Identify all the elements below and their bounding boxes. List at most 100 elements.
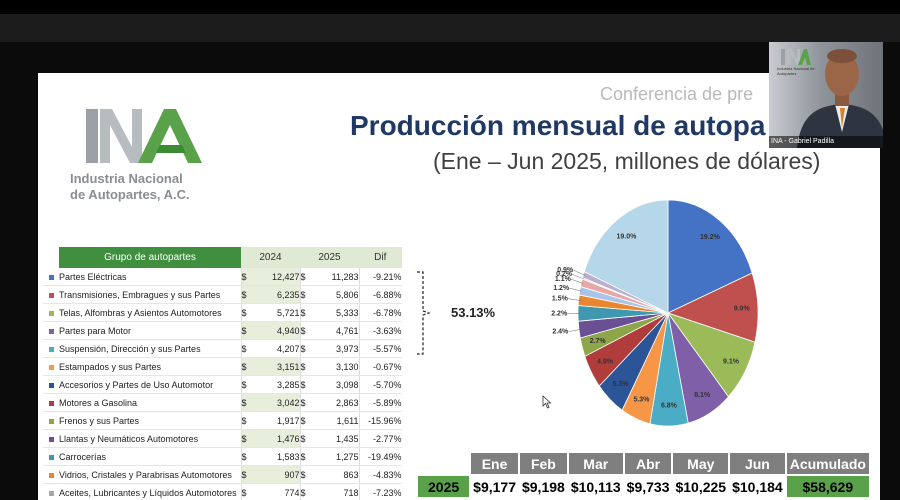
row-group-name: Transmisiones, Embragues y sus Partes — [59, 285, 241, 304]
pie-label-3: 8.1% — [694, 392, 711, 399]
row-group-name: Telas, Alfombras y Asientos Automotores — [59, 303, 241, 322]
month-value-5: $10,184 — [730, 476, 785, 497]
bullet-square-icon — [48, 436, 54, 442]
row-currency-2025: $ — [299, 357, 315, 376]
pie-label-4: 6.8% — [661, 403, 678, 410]
conference-label: Conferencia de pre — [600, 84, 754, 104]
row-value-2024: 6,235 — [255, 285, 300, 304]
row-group-name: Partes para Motor — [59, 321, 241, 340]
row-bullet — [43, 393, 59, 412]
row-value-2024: 12,427 — [255, 268, 300, 286]
table-row: Partes Eléctricas $12,427 $11,283 -9.21% — [43, 268, 402, 286]
row-currency-2024: $ — [240, 465, 256, 484]
pie-label-14: 0.2% — [556, 271, 573, 278]
row-currency-2025: $ — [299, 321, 315, 340]
row-currency-2025: $ — [299, 429, 315, 448]
months-header-row: Ene Feb Mar Abr May Jun Acumulado — [418, 453, 869, 474]
row-bullet — [43, 411, 59, 430]
row-value-2025: 3,130 — [314, 357, 359, 376]
row-bullet — [43, 321, 59, 340]
window-top-bar — [0, 0, 900, 14]
pie-leader-line-9 — [568, 329, 581, 332]
pie-label-13: 1.1% — [555, 276, 572, 283]
webcam-logo-icon — [781, 49, 811, 65]
table-row: Aceites, Lubricantes y Líquidos Automoto… — [43, 483, 402, 500]
pie-label-6: 5.3% — [612, 381, 629, 388]
bullet-header — [43, 247, 59, 268]
row-dif: -5.89% — [358, 393, 402, 412]
table-row: Frenos y sus Partes $1,917 $1,611 -15.96% — [43, 411, 402, 430]
month-header-2: Mar — [568, 453, 623, 474]
row-value-2024: 1,583 — [255, 447, 300, 466]
logo-line-2: de Autopartes, A.C. — [70, 187, 190, 202]
row-value-2025: 5,333 — [314, 303, 359, 322]
pie-slice-16 — [583, 199, 669, 314]
bullet-square-icon — [48, 274, 54, 280]
row-bullet — [43, 303, 59, 322]
monthly-production-table: Ene Feb Mar Abr May Jun Acumulado 2025 $9,177 $… — [416, 451, 871, 499]
group-header: Grupo de autopartes — [59, 247, 241, 268]
row-dif: -6.88% — [358, 285, 402, 304]
bullet-square-icon — [48, 292, 54, 298]
month-value-2: $10,113 — [568, 476, 623, 497]
row-dif: -4.83% — [358, 465, 402, 484]
bullet-square-icon — [48, 382, 54, 388]
row-bullet — [43, 357, 59, 376]
months-values-row: 2025 $9,177 $9,198 $10,113 $9,733 $10,225 $10… — [418, 476, 869, 497]
row-currency-2025: $ — [299, 303, 315, 322]
autoparts-group-table: Grupo de autopartes 2024 2025 Dif Partes… — [43, 247, 402, 500]
dif-header: Dif — [359, 247, 402, 268]
row-currency-2025: $ — [299, 285, 315, 304]
window-header-band — [0, 14, 900, 42]
pie-label-1: 9.9% — [734, 305, 751, 312]
row-dif: -5.57% — [358, 339, 402, 358]
logo-line-1: Industria Nacional — [70, 171, 183, 186]
row-currency-2024: $ — [240, 357, 256, 376]
row-dif: -15.96% — [358, 411, 402, 430]
pie-label-12: 1.2% — [553, 285, 570, 292]
row-currency-2024: $ — [240, 321, 256, 340]
webcam-logo-text: Industria Nacional de Autopartes — [777, 66, 815, 76]
year-2024-header: 2024 — [241, 247, 300, 268]
pie-chart: 19.2% 9.9% 9.1% 8.1% 6.8% 5.3% 5.3% 4.9% 2.7% 2.4… — [551, 199, 759, 427]
row-value-2025: 1,275 — [314, 447, 359, 466]
bullet-square-icon — [48, 310, 54, 316]
bracket-percent: 53.13% — [451, 305, 496, 320]
row-value-2025: 11,283 — [314, 268, 359, 286]
table-row: Carrocerías $1,583 $1,275 -19.49% — [43, 447, 402, 466]
presentation-slide: Industria Nacional de Autopartes, A.C. C… — [38, 73, 880, 500]
row-currency-2024: $ — [240, 393, 256, 412]
row-dif: -2.77% — [358, 429, 402, 448]
year-2025-header: 2025 — [300, 247, 359, 268]
webcam-name-tag: INA - Gabriel Padilla — [769, 136, 883, 148]
row-bullet — [43, 375, 59, 394]
row-group-name: Estampados y sus Partes — [59, 357, 241, 376]
row-currency-2024: $ — [240, 268, 256, 286]
row-value-2025: 4,761 — [314, 321, 359, 340]
row-bullet — [43, 483, 59, 500]
pie-label-0: 19.2% — [700, 234, 721, 241]
bullet-square-icon — [48, 418, 54, 424]
row-group-name: Llantas y Neumáticos Automotores — [59, 429, 241, 448]
row-bullet — [43, 268, 59, 286]
bullet-square-icon — [48, 346, 54, 352]
pie-leader-line-11 — [567, 298, 581, 301]
row-group-name: Aceites, Lubricantes y Líquidos Automoto… — [59, 483, 241, 500]
table-row: Telas, Alfombras y Asientos Automotores $… — [43, 303, 402, 322]
row-currency-2024: $ — [240, 429, 256, 448]
pie-leader-line-13 — [570, 278, 584, 284]
row-dif: -19.49% — [358, 447, 402, 466]
month-header-1: Feb — [519, 453, 567, 474]
table-row: Suspensión, Dirección y sus Partes $4,207… — [43, 339, 402, 358]
row-currency-2024: $ — [240, 375, 256, 394]
pie-leader-line-15 — [573, 269, 586, 276]
month-value-6: $58,629 — [786, 476, 869, 497]
pie-label-8: 2.7% — [590, 338, 607, 345]
table-body: Partes Eléctricas $12,427 $11,283 -9.21% Tra… — [43, 268, 402, 500]
row-value-2025: 5,806 — [314, 285, 359, 304]
slide-subtitle: (Ene – Jun 2025, millones de dólares) — [433, 148, 821, 174]
slide-title: Producción mensual de autopa — [350, 110, 766, 141]
bullet-square-icon — [48, 364, 54, 370]
webcam-overlay[interactable]: Industria Nacional de Autopartes INA - G… — [769, 42, 883, 148]
row-bullet — [43, 465, 59, 484]
